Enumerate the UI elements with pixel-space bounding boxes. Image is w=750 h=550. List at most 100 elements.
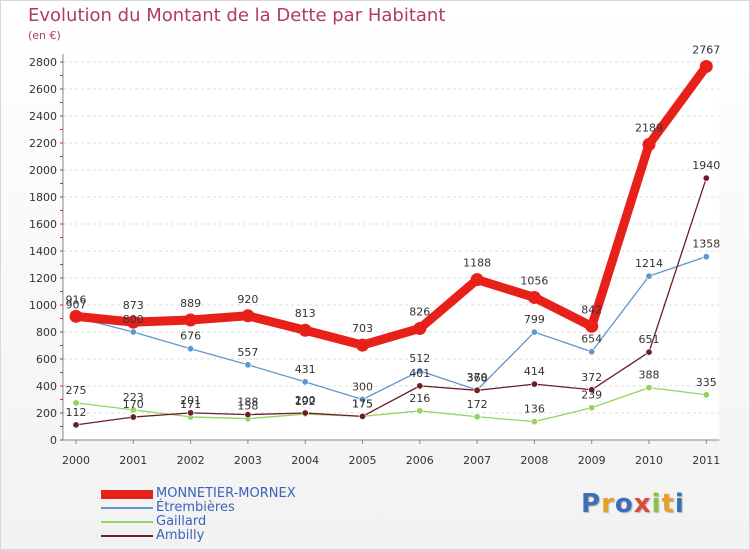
data-label: 414 [524,365,545,378]
logo-letter: x [633,489,652,519]
y-tick-label: 1400 [29,245,57,258]
y-tick-label: 0 [50,434,57,447]
logo-letter: i [674,489,685,519]
data-label: 172 [467,398,488,411]
data-point [588,386,596,394]
data-label: 388 [639,369,660,382]
data-label: 1188 [463,257,491,270]
data-label: 873 [123,299,144,312]
data-label: 335 [696,376,717,389]
data-point [416,367,424,375]
data-label: 512 [409,352,430,365]
series-line [75,256,707,401]
y-tick-label: 600 [36,353,57,366]
proxiti-logo: Proxiti [581,489,685,519]
data-label: 1358 [692,238,720,251]
data-label: 916 [66,293,87,306]
y-tick-label: 1000 [29,299,57,312]
data-label: 2189 [635,121,663,134]
data-point [416,407,424,415]
data-point [129,413,137,421]
data-label: 170 [123,398,144,411]
legend-label: MONNETIER-MORNEX [156,486,296,501]
x-tick-label: 2007 [463,454,491,467]
data-point [473,413,481,421]
x-tick-label: 2009 [578,454,606,467]
data-point [358,412,366,420]
data-point [645,384,653,392]
x-tick-label: 2002 [177,454,205,467]
legend-label: Étrembières [156,500,235,515]
data-label: 216 [409,392,430,405]
data-label: 368 [467,371,488,384]
y-tick-label: 2000 [29,164,57,177]
logo-letter: t [661,489,675,519]
data-label: 372 [581,371,602,384]
logo-letter: P [581,489,602,519]
data-label: 192 [295,395,316,408]
data-label: 200 [295,394,316,407]
data-label: 800 [123,313,144,326]
data-point [69,309,83,323]
data-label: 175 [352,397,373,410]
data-label: 112 [66,406,87,419]
data-point [699,59,713,73]
data-label: 1214 [635,257,663,270]
data-point [530,380,538,388]
data-point [702,391,710,399]
data-label: 889 [180,297,201,310]
data-point [413,321,427,335]
data-point [356,338,369,352]
data-point [72,421,80,429]
y-tick-label: 1600 [29,218,57,231]
data-point [126,315,140,329]
data-label: 676 [180,330,201,343]
data-point [301,409,309,417]
y-tick-label: 2200 [29,137,57,150]
y-tick-label: 200 [36,407,57,420]
data-label: 826 [409,305,430,318]
x-tick-label: 2003 [234,454,262,467]
data-point [298,323,312,337]
y-tick-label: 800 [36,326,57,339]
data-point [187,345,195,353]
x-tick-label: 2006 [406,454,434,467]
data-point [530,328,538,336]
logo-letter: r [601,489,615,519]
legend-swatch [101,507,153,509]
chart-title: Evolution du Montant de la Dette par Hab… [28,5,446,26]
data-label: 158 [237,400,258,413]
data-point [184,313,198,327]
data-point [642,137,656,151]
data-label: 175 [352,397,373,410]
data-point [301,378,309,386]
chart-unit-label: (en €) [28,29,61,42]
series-line [75,177,707,426]
data-point [530,418,538,426]
y-tick-label: 2800 [29,56,57,69]
legend-swatch [101,521,153,523]
series-line [71,61,711,350]
data-label: 171 [180,398,201,411]
data-point [645,348,653,356]
data-point [187,409,195,417]
data-point [470,273,484,287]
data-point [244,411,252,419]
x-tick-label: 2005 [349,454,377,467]
data-point [585,319,599,333]
y-tick-label: 1200 [29,272,57,285]
data-label: 557 [237,346,258,359]
data-label: 188 [237,396,258,409]
x-tick-label: 2000 [62,454,90,467]
data-label: 275 [66,384,87,397]
data-point [588,348,596,356]
legend-label: Ambilly [156,528,205,543]
data-label: 799 [524,313,545,326]
x-tick-label: 2008 [520,454,548,467]
data-point [588,404,596,412]
y-tick-label: 2600 [29,83,57,96]
data-point [702,253,710,261]
data-label: 813 [295,307,316,320]
logo-letter: i [651,489,662,519]
data-point [527,290,541,304]
